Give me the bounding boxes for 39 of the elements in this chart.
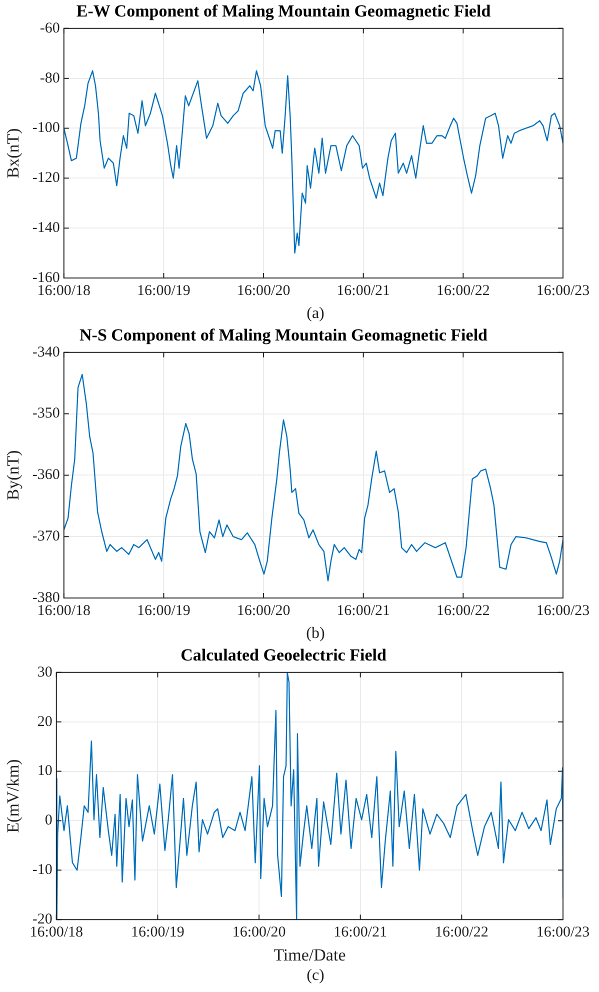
x-axis-title: Time/Date bbox=[274, 945, 346, 964]
x-tick-label: 16:00/19 bbox=[137, 602, 190, 619]
y-tick-label: -350 bbox=[32, 406, 60, 422]
x-tick-label: 16:00/22 bbox=[436, 282, 490, 299]
y-tick-label: -100 bbox=[32, 120, 60, 136]
x-tick-label: 16:00/23 bbox=[536, 924, 590, 941]
y-axis-title: Bx(nT) bbox=[4, 128, 23, 178]
x-tick-label: 16:00/20 bbox=[236, 282, 290, 299]
x-tick-label: 16:00/23 bbox=[536, 282, 590, 299]
y-tick-label: -340 bbox=[32, 344, 60, 360]
x-tick-label: 16:00/21 bbox=[336, 282, 390, 299]
y-tick-label: -370 bbox=[32, 528, 60, 545]
y-tick-label: -360 bbox=[32, 467, 60, 484]
y-tick-label: -140 bbox=[32, 220, 60, 236]
y-tick-label: -120 bbox=[32, 170, 60, 186]
y-tick-label: 0 bbox=[44, 812, 52, 829]
x-tick-label: 16:00/23 bbox=[536, 602, 590, 619]
y-tick-label: 30 bbox=[37, 664, 52, 680]
chart-title: N-S Component of Maling Mountain Geomagnetic Field bbox=[80, 326, 488, 345]
y-tick-label: 20 bbox=[37, 714, 52, 730]
x-tick-label: 16:00/19 bbox=[137, 282, 190, 299]
x-tick-label: 16:00/20 bbox=[232, 924, 286, 941]
chart-title: Calculated Geoelectric Field bbox=[180, 646, 387, 665]
y-tick-label: -10 bbox=[32, 862, 52, 878]
text: (c) bbox=[306, 966, 326, 986]
x-tick-label: 16:00/21 bbox=[334, 924, 388, 941]
y-tick-label: -80 bbox=[40, 70, 60, 86]
text: (b) bbox=[305, 624, 326, 644]
x-tick-label: 16:00/21 bbox=[336, 602, 390, 619]
x-tick-label: 16:00/22 bbox=[435, 924, 488, 941]
x-tick-label: 16:00/19 bbox=[131, 924, 184, 941]
text: (a) bbox=[306, 304, 326, 324]
x-tick-label: 16:00/20 bbox=[236, 602, 290, 619]
y-axis-title: E(mV/km) bbox=[4, 759, 23, 833]
x-tick-label: 16:00/22 bbox=[436, 602, 490, 619]
y-tick-label: -60 bbox=[40, 20, 60, 36]
y-tick-label: 10 bbox=[37, 763, 52, 780]
chart-title: E-W Component of Maling Mountain Geomagnetic Field bbox=[76, 2, 492, 21]
y-axis-title: By(nT) bbox=[4, 450, 23, 500]
